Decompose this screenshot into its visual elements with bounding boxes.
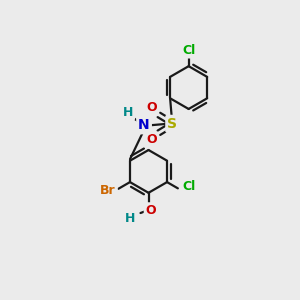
Text: S: S xyxy=(167,117,177,131)
Text: Cl: Cl xyxy=(182,180,196,194)
Text: O: O xyxy=(146,204,156,217)
Text: H: H xyxy=(123,106,133,119)
Text: O: O xyxy=(146,134,157,146)
Text: Br: Br xyxy=(100,184,116,197)
Text: O: O xyxy=(146,101,157,114)
Text: H: H xyxy=(124,212,135,225)
Text: Cl: Cl xyxy=(182,44,195,57)
Text: N: N xyxy=(138,118,150,132)
